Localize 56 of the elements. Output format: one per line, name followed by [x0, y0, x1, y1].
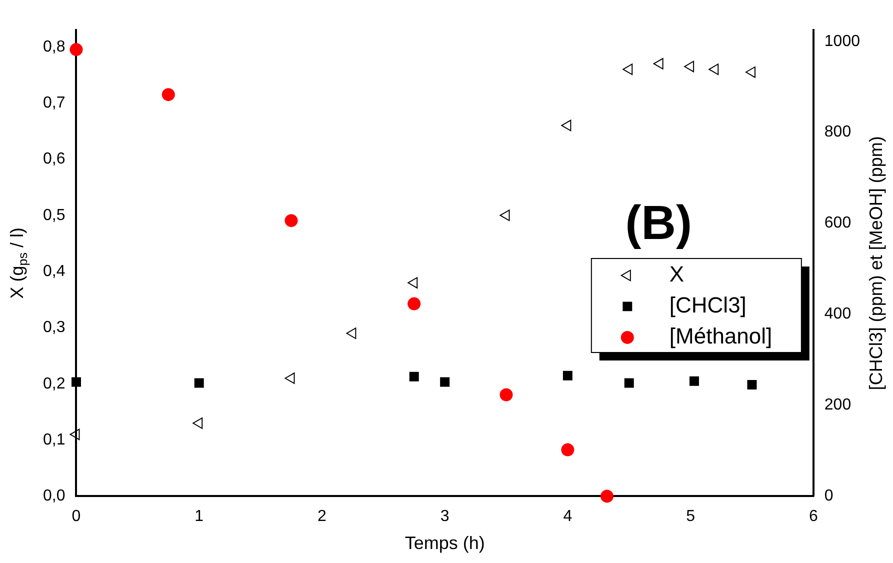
y2-tick-label: 0 — [824, 488, 834, 505]
point — [708, 64, 719, 76]
point — [689, 376, 699, 386]
y2-tick-label: 800 — [824, 124, 852, 141]
y2-tick-label: 400 — [824, 306, 852, 323]
point — [562, 370, 572, 380]
point — [745, 66, 756, 78]
point — [192, 417, 203, 429]
legend-label: [Méthanol] — [669, 324, 772, 348]
y-tick-label: 0,0 — [42, 488, 66, 505]
point — [409, 372, 419, 382]
point — [346, 328, 356, 340]
y-tick-label: 0,1 — [42, 431, 66, 448]
x-tick-label: 3 — [440, 508, 450, 526]
point — [684, 60, 694, 72]
point — [408, 297, 421, 310]
x-tick-label: 1 — [194, 508, 204, 526]
point — [70, 428, 80, 440]
y-tick-label: 0,3 — [42, 319, 66, 336]
y-tick-label: 0,5 — [42, 206, 66, 224]
legend-label: X — [669, 262, 684, 286]
y2-tick-label: 600 — [824, 214, 852, 232]
point — [561, 443, 574, 456]
x-tick-label: 2 — [318, 508, 327, 526]
y-axis-title: X (gps / l) — [6, 227, 30, 299]
y-tick-label: 0,4 — [42, 262, 66, 280]
point — [72, 377, 81, 387]
y-tick-label: 0,2 — [42, 375, 66, 392]
legend-label: [CHCl3] — [669, 292, 746, 318]
x-tick-label: 4 — [563, 508, 572, 526]
annotation: (B) — [625, 197, 692, 250]
y-tick-label: 0,8 — [42, 38, 66, 56]
y-tick-label: 0,6 — [42, 150, 66, 168]
y2-tick-label: 200 — [824, 396, 852, 414]
x-tick-label: 0 — [72, 508, 81, 526]
point — [162, 88, 175, 102]
point — [600, 490, 614, 503]
point — [284, 214, 298, 228]
point — [747, 380, 757, 390]
point — [284, 372, 295, 384]
point — [500, 388, 513, 402]
x-tick-label: 6 — [808, 508, 818, 526]
point — [500, 210, 510, 222]
y-tick-label: 0,7 — [42, 94, 66, 112]
y2-tick-label: 1000 — [824, 32, 860, 50]
y2-axis-title: [CHCl3] (ppm) et [MeOH] (ppm) — [866, 136, 886, 390]
point — [653, 58, 664, 70]
point — [70, 43, 83, 56]
x-axis-title: Temps (h) — [404, 533, 485, 554]
point — [561, 120, 572, 132]
point — [408, 277, 418, 288]
x-tick-label: 5 — [686, 508, 696, 526]
point — [194, 378, 204, 388]
point — [624, 378, 634, 388]
point — [440, 377, 450, 387]
point — [622, 64, 633, 76]
